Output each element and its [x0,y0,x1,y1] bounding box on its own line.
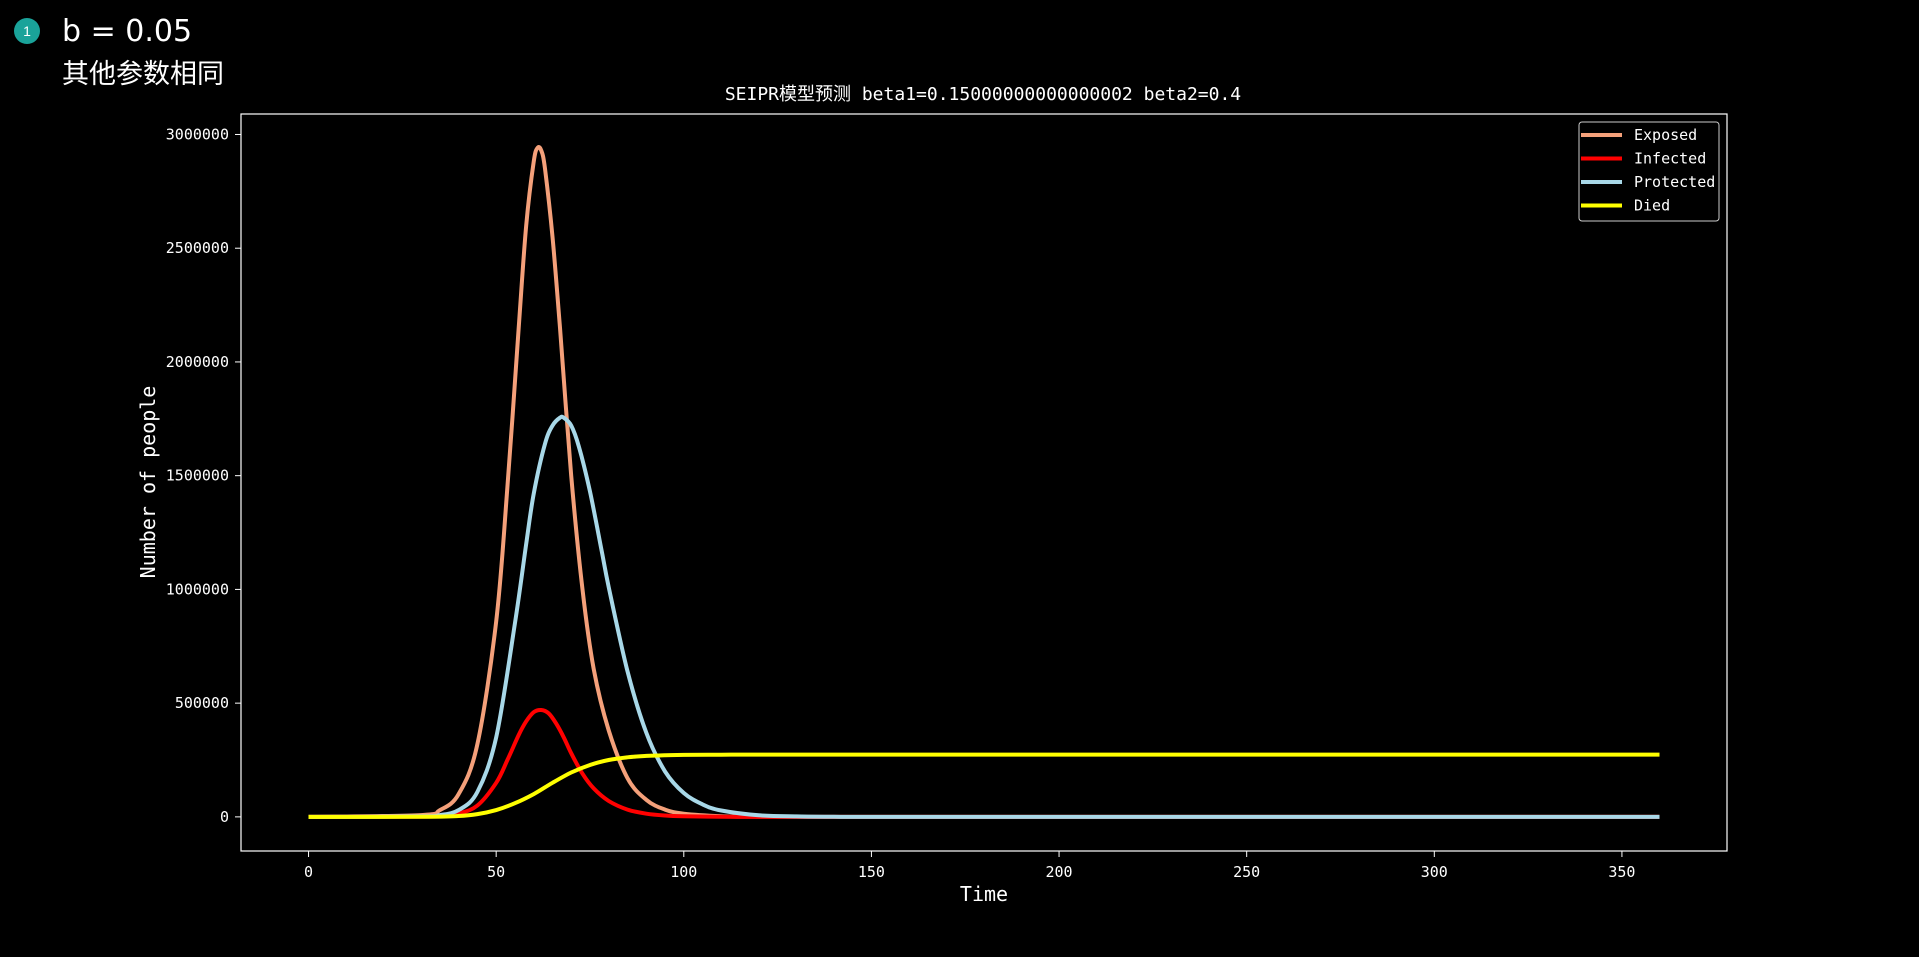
chart-title: SEIPR模型预测 beta1=0.15000000000000002 beta… [725,84,1241,105]
x-axis-label: Time [960,882,1008,906]
x-tick-label: 100 [670,863,697,881]
plot-area-frame [240,113,1728,852]
y-tick-label: 2500000 [166,239,229,257]
x-axis: 0 50 100 150 200 250 300 350 [304,851,1635,881]
y-axis: 0 500000 1000000 1500000 2000000 2500000 30000… [166,125,241,826]
series-line-exposed [308,145,1660,819]
x-tick-label: 0 [304,863,313,881]
x-tick-label: 150 [858,863,885,881]
legend-label-exposed: Exposed [1634,126,1697,144]
y-tick-label: 0 [220,808,229,826]
y-tick-label: 500000 [175,694,229,712]
legend-box [1578,121,1720,222]
series-lines [308,145,1660,819]
parameter-note-subtitle: 其他参数相同 [62,59,224,90]
series-line-infected [308,707,1660,819]
x-tick-label: 300 [1421,863,1448,881]
y-axis-label: Number of people [136,386,160,579]
y-tick-label: 2000000 [166,353,229,371]
chart-legend: Exposed Infected Protected Died [1578,121,1720,222]
step-number-badge: 1 [14,18,40,44]
legend-label-infected: Infected [1634,150,1706,168]
x-tick-label: 350 [1608,863,1635,881]
parameter-note: b = 0.05 [62,14,193,49]
legend-label-protected: Protected [1634,173,1715,191]
x-tick-label: 200 [1046,863,1073,881]
x-tick-label: 250 [1233,863,1260,881]
series-line-died [308,752,1660,819]
series-line-protected [308,414,1660,819]
y-tick-label: 1000000 [166,580,229,598]
legend-label-died: Died [1634,197,1670,215]
y-tick-label: 1500000 [166,467,229,485]
y-tick-label: 3000000 [166,125,229,143]
x-tick-label: 50 [487,863,505,881]
